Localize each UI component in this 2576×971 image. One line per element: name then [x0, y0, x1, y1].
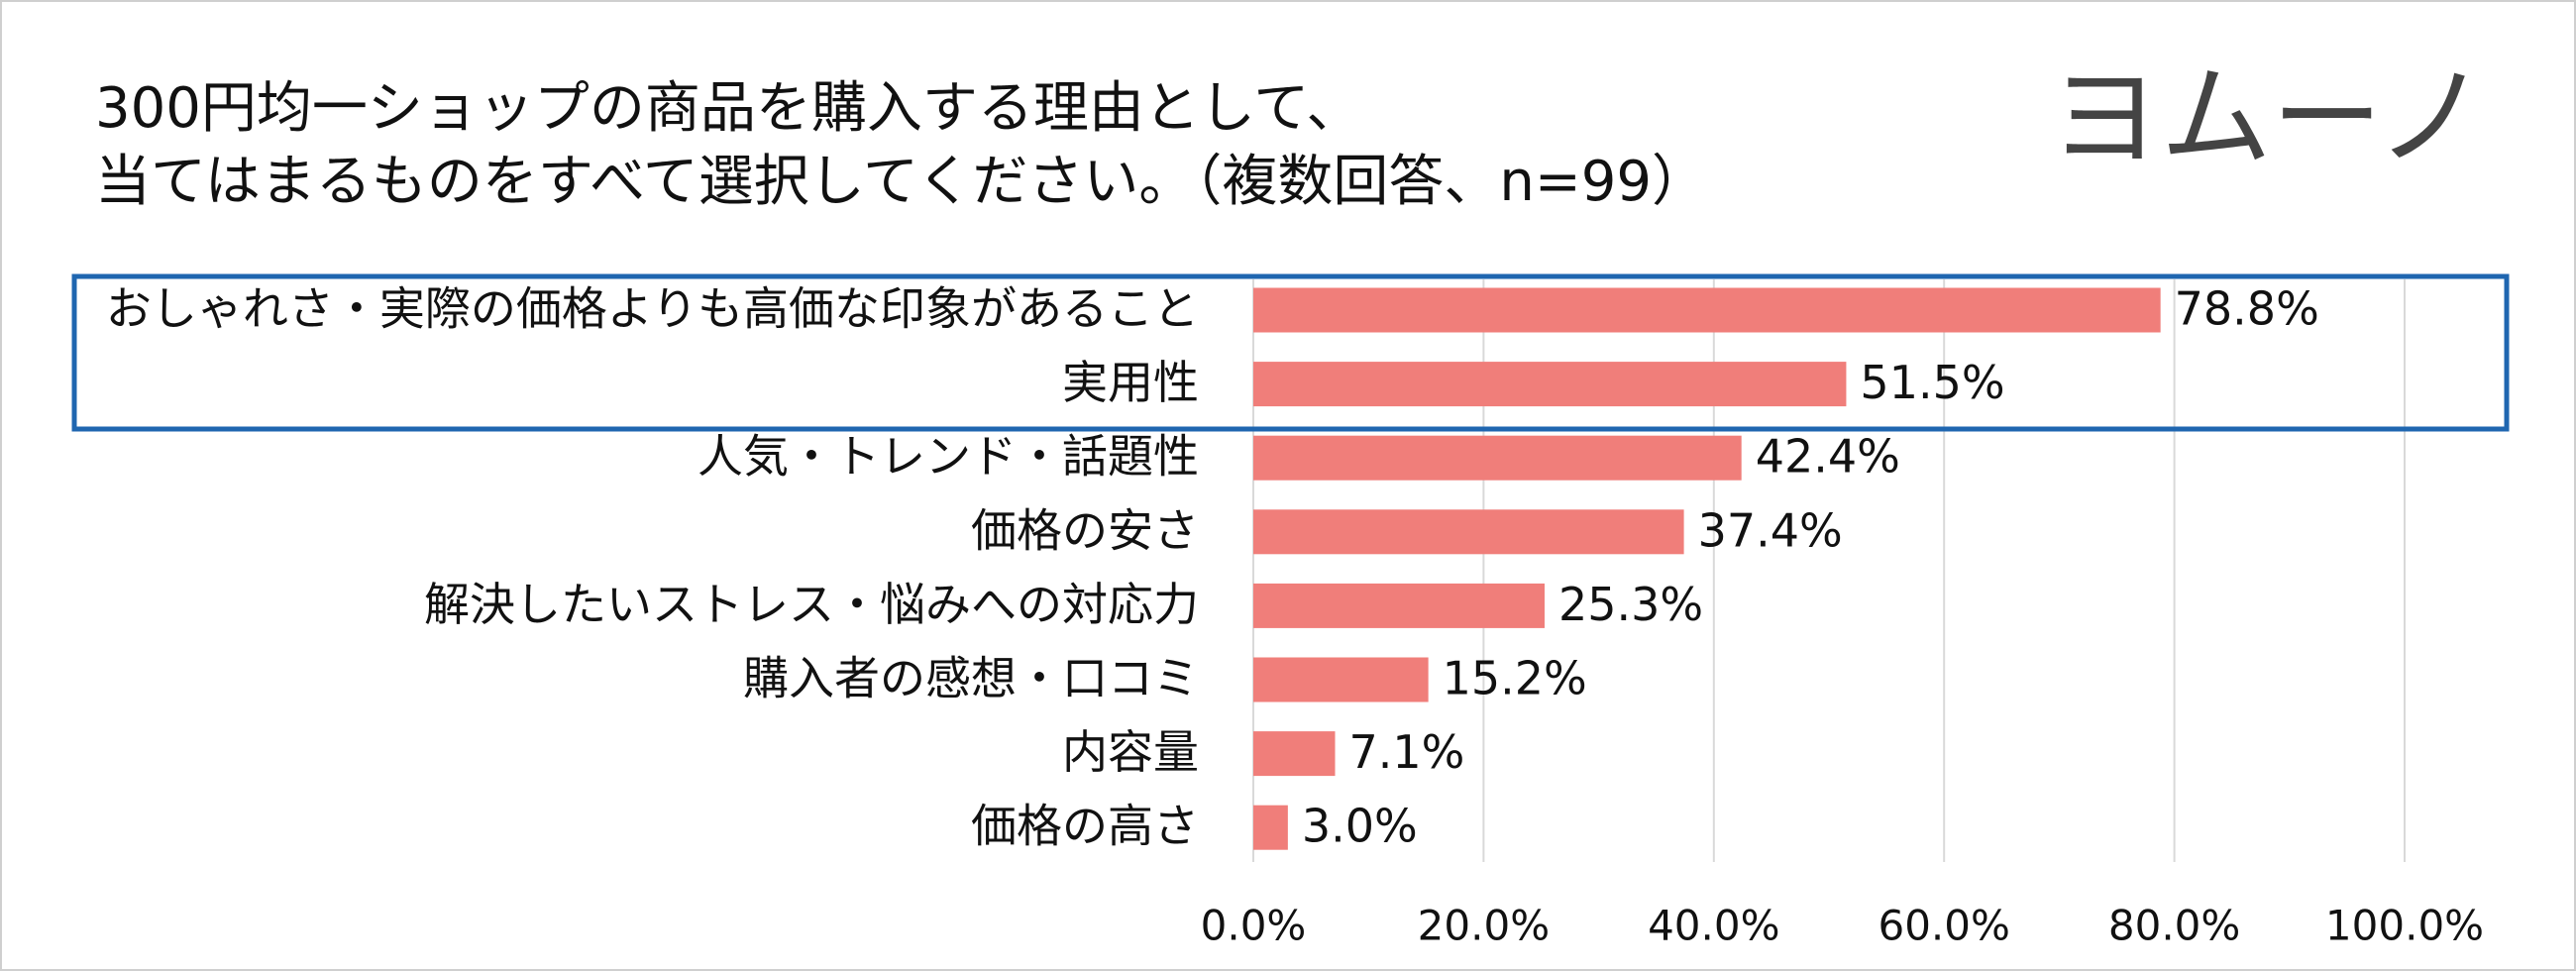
y-tick-label: 価格の安さ [971, 503, 1199, 557]
bar [1253, 805, 1288, 850]
value-label: 37.4% [1698, 503, 1843, 557]
plot: 0.0% 20.0% 40.0% 60.0% 80.0% 100.0% おしゃれさ・実際の価… [106, 279, 2484, 950]
value-label: 7.1% [1349, 725, 1465, 779]
y-tick-label: 解決したいストレス・悩みへの対応力 [424, 578, 1199, 631]
value-label: 42.4% [1756, 430, 1900, 484]
y-tick-label: 価格の高さ [971, 800, 1199, 853]
y-tick-label: 実用性 [1062, 356, 1199, 409]
value-label: 51.5% [1860, 356, 2004, 409]
x-tick-label: 20.0% [1418, 902, 1550, 950]
bar [1253, 362, 1847, 407]
bar [1253, 287, 2161, 333]
x-tick-label: 0.0% [1201, 902, 1307, 950]
value-label: 15.2% [1443, 652, 1587, 705]
x-tick-label: 40.0% [1648, 902, 1779, 950]
x-tick-label: 100.0% [2325, 902, 2484, 950]
title-line: 当てはまるものをすべて選択してください。（複数回答、n=99） [95, 150, 1707, 214]
y-tick-label: 購入者の感想・口コミ [743, 652, 1199, 705]
x-tick-label: 60.0% [1878, 902, 2009, 950]
logo: ヨムーノ [2050, 54, 2487, 182]
y-tick-label: 内容量 [1062, 725, 1199, 779]
title-line: 300円均一ショップの商品を購入する理由として、 [95, 76, 1361, 141]
y-tick-label: おしゃれさ・実際の価格よりも高価な印象があること [106, 282, 1199, 336]
highlight-box [71, 273, 2510, 432]
bar [1253, 509, 1684, 555]
value-label: 78.8% [2175, 282, 2319, 336]
x-tick-label: 80.0% [2108, 902, 2240, 950]
y-tick-label: 人気・トレンド・話題性 [698, 430, 1199, 484]
value-label: 3.0% [1302, 800, 1418, 853]
bar [1253, 657, 1429, 702]
value-label: 25.3% [1558, 578, 1703, 631]
bar [1253, 435, 1742, 481]
bar [1253, 731, 1336, 777]
bar [1253, 583, 1545, 628]
